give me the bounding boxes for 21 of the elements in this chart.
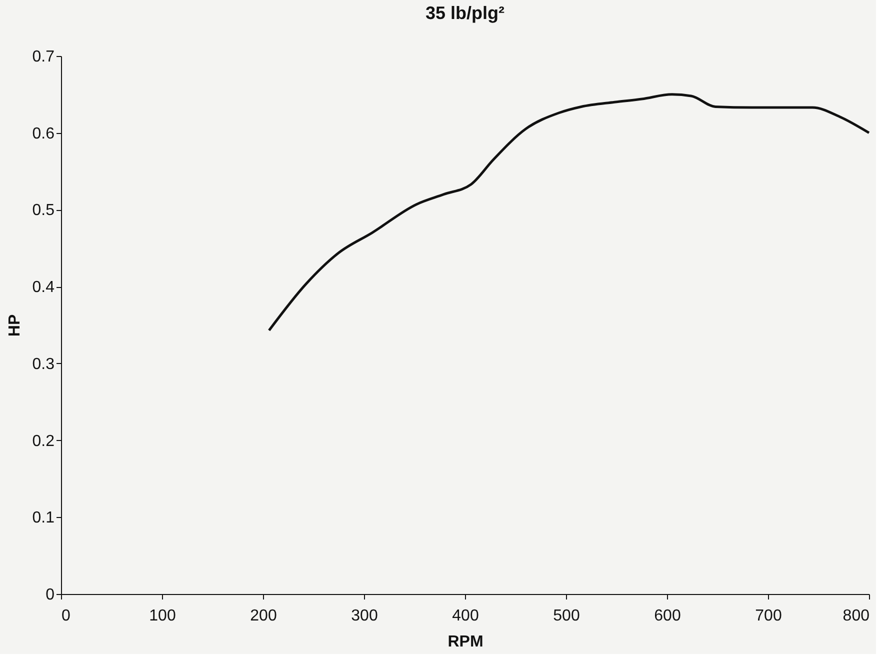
y-tick-label: 0 [46,586,55,604]
y-tick-label: 0.5 [32,202,55,220]
x-tick-label: 500 [553,608,580,624]
chart-title: 35 lb/plg² [425,3,505,23]
y-tick-label: 0.6 [32,125,55,142]
x-axis-title: RPM [448,634,484,650]
y-tick-label: 0.3 [32,356,55,373]
x-tick-label: 700 [755,608,782,624]
x-tick-label: 400 [452,608,479,624]
x-tick-label: 800 [842,608,870,624]
line-series [268,93,870,332]
y-tick-label: 0.4 [32,279,55,296]
y-tick-label: 0.7 [32,48,55,66]
y-tick-label: 0.2 [32,432,55,450]
x-tick-label: 300 [351,608,378,624]
x-tick-label: 200 [250,608,277,624]
x-tick-label: 100 [149,608,176,624]
y-tick-label: 0.1 [32,510,55,527]
y-axis-title: HP [6,314,24,337]
x-tick-label: 600 [654,608,681,624]
x-tick-label: 0 [62,608,70,624]
